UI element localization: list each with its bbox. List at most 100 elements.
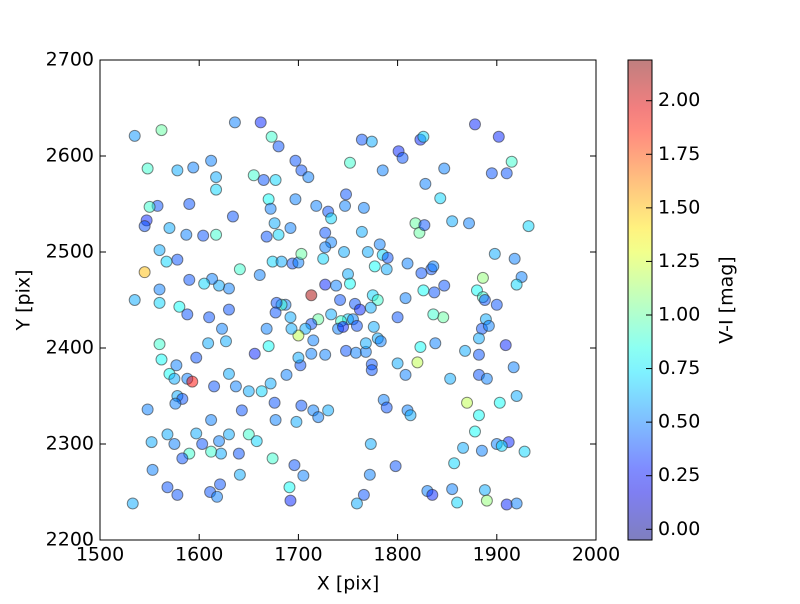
point bbox=[334, 294, 347, 306]
plot-area bbox=[126, 116, 535, 511]
colorbar-tick-label: 1.25 bbox=[658, 250, 700, 272]
point bbox=[242, 428, 255, 441]
point bbox=[202, 337, 215, 350]
point bbox=[272, 140, 285, 153]
point bbox=[389, 460, 402, 473]
point bbox=[428, 286, 441, 299]
point bbox=[268, 217, 281, 230]
point bbox=[272, 228, 285, 241]
point bbox=[153, 296, 166, 309]
point bbox=[365, 135, 378, 148]
point bbox=[146, 463, 159, 476]
point bbox=[198, 277, 211, 290]
point bbox=[319, 348, 332, 361]
point bbox=[126, 497, 139, 510]
point bbox=[357, 488, 370, 501]
point bbox=[269, 306, 282, 319]
point bbox=[153, 338, 166, 351]
point bbox=[262, 193, 275, 206]
point bbox=[210, 228, 223, 241]
point bbox=[374, 335, 387, 348]
point bbox=[359, 337, 372, 350]
point bbox=[233, 263, 246, 276]
point bbox=[222, 367, 235, 380]
point bbox=[232, 447, 245, 460]
point bbox=[168, 438, 181, 450]
point bbox=[438, 279, 451, 292]
point bbox=[363, 468, 376, 481]
point bbox=[190, 427, 203, 440]
point bbox=[211, 490, 224, 503]
point bbox=[183, 198, 196, 210]
point bbox=[490, 298, 503, 311]
point bbox=[429, 337, 442, 350]
point bbox=[153, 244, 166, 257]
point bbox=[446, 215, 459, 228]
point bbox=[317, 252, 330, 265]
point bbox=[488, 247, 501, 260]
point bbox=[128, 294, 141, 306]
point bbox=[235, 404, 248, 417]
point bbox=[468, 425, 481, 438]
point bbox=[219, 335, 232, 348]
point bbox=[265, 130, 278, 143]
point bbox=[180, 228, 193, 241]
point bbox=[480, 372, 493, 385]
y-tick-label: 2700 bbox=[46, 49, 94, 71]
point bbox=[343, 277, 356, 290]
point bbox=[187, 161, 200, 174]
point bbox=[472, 348, 485, 361]
point bbox=[255, 385, 268, 398]
point bbox=[444, 372, 457, 385]
point bbox=[350, 319, 363, 332]
point bbox=[284, 222, 297, 234]
point bbox=[476, 271, 489, 284]
point bbox=[505, 155, 518, 168]
point bbox=[376, 164, 389, 177]
point bbox=[500, 498, 513, 511]
point bbox=[171, 488, 184, 501]
point bbox=[414, 341, 427, 354]
point bbox=[451, 496, 464, 509]
point bbox=[196, 438, 209, 450]
point bbox=[295, 399, 308, 412]
point bbox=[233, 468, 246, 481]
point bbox=[427, 260, 440, 273]
point bbox=[161, 428, 174, 441]
point bbox=[262, 340, 275, 353]
point bbox=[260, 230, 273, 243]
colorbar-tick-label: 2.00 bbox=[658, 89, 700, 111]
point bbox=[284, 494, 297, 507]
x-tick-label: 1500 bbox=[76, 544, 124, 566]
point bbox=[141, 403, 154, 416]
point bbox=[349, 346, 362, 359]
point bbox=[417, 284, 430, 297]
point bbox=[210, 171, 223, 184]
point bbox=[260, 322, 273, 335]
y-tick-label: 2300 bbox=[46, 433, 94, 455]
point bbox=[208, 380, 221, 393]
point bbox=[266, 452, 279, 465]
point bbox=[495, 439, 508, 452]
colorbar-tick-label: 0.75 bbox=[658, 357, 700, 379]
colorbar bbox=[628, 60, 652, 540]
point bbox=[478, 484, 491, 497]
point bbox=[312, 411, 325, 424]
point bbox=[399, 368, 412, 381]
point bbox=[355, 133, 368, 146]
point bbox=[319, 226, 332, 239]
point bbox=[457, 441, 470, 454]
point bbox=[269, 414, 282, 426]
point bbox=[155, 353, 168, 366]
point bbox=[295, 247, 308, 260]
point bbox=[288, 459, 301, 472]
point bbox=[213, 435, 226, 448]
point bbox=[468, 118, 481, 131]
point bbox=[319, 278, 332, 291]
point bbox=[399, 292, 412, 305]
point bbox=[381, 251, 394, 264]
point bbox=[353, 303, 366, 316]
point bbox=[461, 396, 474, 409]
point bbox=[289, 193, 302, 206]
point bbox=[340, 188, 353, 201]
